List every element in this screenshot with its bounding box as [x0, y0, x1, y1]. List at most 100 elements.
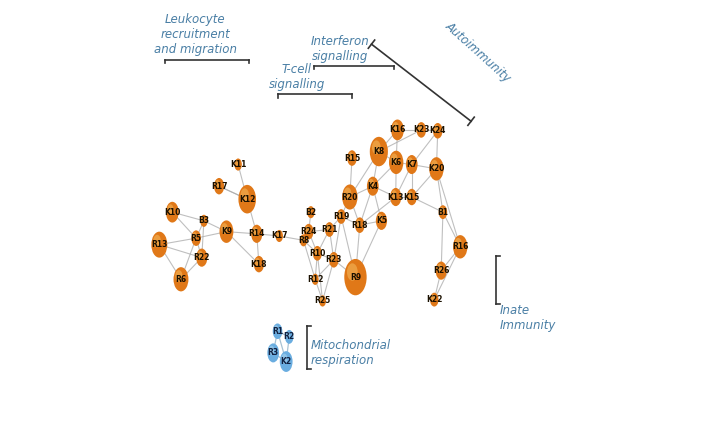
Ellipse shape [408, 157, 413, 166]
Ellipse shape [275, 230, 283, 242]
Text: R10: R10 [309, 249, 325, 258]
Ellipse shape [305, 226, 310, 233]
Ellipse shape [175, 270, 182, 282]
Ellipse shape [198, 251, 203, 259]
Text: R3: R3 [268, 349, 279, 357]
Text: K11: K11 [230, 160, 246, 169]
Text: B1: B1 [437, 208, 448, 216]
Ellipse shape [304, 224, 313, 239]
Text: R18: R18 [351, 221, 368, 229]
Ellipse shape [439, 205, 447, 219]
Text: B3: B3 [199, 216, 209, 225]
Ellipse shape [342, 184, 358, 210]
Ellipse shape [337, 209, 346, 224]
Ellipse shape [391, 190, 397, 199]
Ellipse shape [434, 125, 439, 132]
Ellipse shape [239, 185, 256, 213]
Text: R21: R21 [321, 225, 338, 234]
Text: R5: R5 [191, 234, 201, 242]
Ellipse shape [313, 275, 316, 281]
Ellipse shape [393, 122, 398, 132]
Ellipse shape [356, 219, 360, 227]
Text: R15: R15 [344, 154, 360, 162]
Ellipse shape [241, 188, 249, 202]
Text: K8: K8 [373, 147, 384, 156]
Ellipse shape [312, 274, 319, 285]
Ellipse shape [344, 187, 351, 200]
Text: Inate
Immunity: Inate Immunity [499, 304, 555, 332]
Ellipse shape [254, 256, 264, 272]
Ellipse shape [274, 325, 279, 333]
Ellipse shape [433, 123, 443, 139]
Ellipse shape [344, 259, 367, 295]
Ellipse shape [431, 294, 435, 301]
Text: R8: R8 [298, 236, 309, 245]
Ellipse shape [153, 235, 161, 247]
Ellipse shape [417, 124, 422, 132]
Text: Autoimmunity: Autoimmunity [442, 19, 513, 85]
Ellipse shape [168, 204, 174, 214]
Ellipse shape [320, 297, 323, 302]
Ellipse shape [347, 150, 357, 166]
Text: K6: K6 [391, 158, 402, 167]
Text: R26: R26 [433, 266, 449, 275]
Text: R12: R12 [307, 275, 323, 284]
Ellipse shape [272, 323, 282, 339]
Ellipse shape [407, 189, 417, 205]
Text: K13: K13 [387, 193, 404, 201]
Text: K24: K24 [429, 126, 446, 135]
Text: K5: K5 [376, 216, 387, 225]
Ellipse shape [436, 262, 447, 280]
Text: R17: R17 [210, 182, 227, 191]
Ellipse shape [235, 160, 239, 166]
Ellipse shape [277, 231, 280, 237]
Text: R6: R6 [175, 275, 187, 284]
Ellipse shape [329, 252, 339, 268]
Text: R2: R2 [284, 333, 295, 341]
Text: K23: K23 [413, 126, 429, 134]
Text: K12: K12 [239, 195, 256, 204]
Ellipse shape [326, 224, 330, 231]
Text: R20: R20 [341, 193, 358, 201]
Text: T-cell
signalling: T-cell signalling [268, 63, 325, 91]
Text: Mitochondrial
respiration: Mitochondrial respiration [311, 339, 391, 367]
Ellipse shape [314, 248, 318, 255]
Ellipse shape [192, 232, 197, 240]
Ellipse shape [313, 246, 322, 261]
Ellipse shape [251, 225, 263, 243]
Ellipse shape [406, 155, 417, 174]
Text: K16: K16 [389, 126, 406, 134]
Ellipse shape [173, 267, 189, 291]
Ellipse shape [285, 330, 294, 344]
Text: K4: K4 [367, 182, 378, 191]
Ellipse shape [347, 263, 358, 281]
Ellipse shape [319, 295, 326, 307]
Ellipse shape [191, 230, 201, 246]
Ellipse shape [279, 351, 293, 372]
Ellipse shape [201, 216, 205, 222]
Ellipse shape [269, 346, 275, 355]
Ellipse shape [368, 179, 374, 188]
Ellipse shape [215, 180, 220, 188]
Ellipse shape [430, 293, 439, 307]
Text: K22: K22 [426, 295, 442, 304]
Text: K2: K2 [281, 357, 291, 366]
Ellipse shape [389, 151, 403, 174]
Ellipse shape [220, 220, 233, 243]
Ellipse shape [437, 264, 442, 272]
Ellipse shape [221, 223, 228, 234]
Ellipse shape [408, 191, 413, 199]
Ellipse shape [338, 211, 342, 218]
Ellipse shape [307, 206, 315, 218]
Text: R14: R14 [249, 229, 265, 238]
Text: R1: R1 [272, 327, 283, 336]
Ellipse shape [429, 157, 444, 181]
Text: K10: K10 [164, 208, 180, 216]
Text: K18: K18 [251, 260, 267, 268]
Text: R24: R24 [301, 227, 317, 236]
Ellipse shape [391, 120, 404, 140]
Ellipse shape [440, 207, 444, 213]
Ellipse shape [196, 249, 208, 267]
Ellipse shape [282, 354, 287, 364]
Ellipse shape [286, 332, 290, 338]
